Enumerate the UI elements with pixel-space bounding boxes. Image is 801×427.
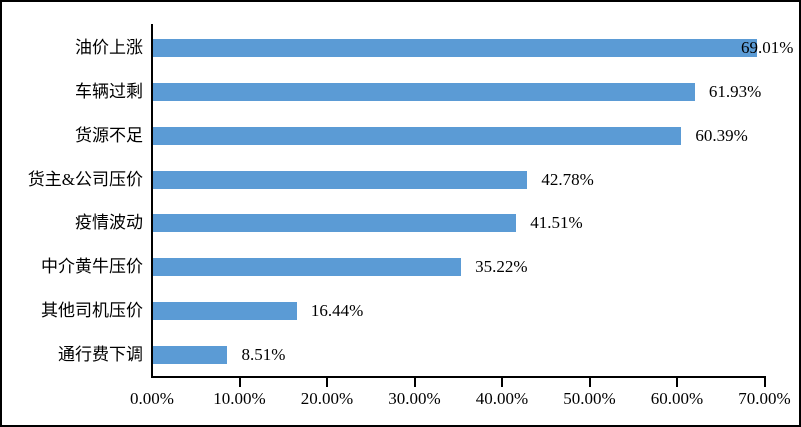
- category-label: 货源不足: [75, 125, 143, 145]
- value-label: 61.93%: [708, 81, 762, 101]
- value-label: 41.51%: [530, 213, 583, 233]
- x-axis-tick: [238, 378, 241, 387]
- x-axis-tick: [588, 378, 591, 387]
- x-axis-tick: [413, 378, 416, 387]
- category-label: 通行费下调: [58, 345, 143, 365]
- x-axis-tick-label: 0.00%: [130, 389, 174, 408]
- x-axis-line: [151, 376, 766, 378]
- category-label: 车辆过剩: [75, 81, 143, 101]
- value-label: 42.78%: [541, 169, 594, 189]
- value-label: 69.01%: [741, 37, 794, 57]
- bar: [153, 302, 297, 321]
- bar: [153, 214, 517, 233]
- category-label: 中介黄牛压价: [41, 257, 143, 277]
- x-axis-tick-label: 20.00%: [300, 389, 354, 408]
- category-label: 货主&公司压价: [27, 169, 143, 189]
- x-axis-tick-label: 60.00%: [650, 389, 704, 408]
- y-axis-line: [151, 24, 153, 378]
- value-label: 60.39%: [695, 125, 748, 145]
- category-label: 其他司机压价: [41, 301, 143, 321]
- x-axis-tick-label: 10.00%: [213, 389, 266, 408]
- bar: [153, 346, 228, 365]
- value-label: 8.51%: [241, 345, 286, 365]
- x-axis-tick: [676, 378, 678, 387]
- x-axis-tick: [501, 378, 503, 387]
- value-label: 35.22%: [475, 257, 528, 277]
- bar: [153, 126, 682, 145]
- x-axis-tick: [326, 378, 328, 387]
- x-axis-tick-label: 50.00%: [563, 389, 616, 408]
- x-axis-tick-label: 40.00%: [475, 389, 529, 408]
- bar: [153, 258, 462, 277]
- bar: [153, 38, 757, 57]
- bar: [153, 170, 528, 189]
- category-label: 油价上涨: [75, 37, 143, 57]
- value-label: 16.44%: [310, 301, 364, 321]
- x-axis-tick-label: 30.00%: [388, 389, 441, 408]
- bar: [153, 82, 695, 101]
- category-label: 疫情波动: [75, 213, 143, 233]
- x-axis-tick-label: 70.00%: [738, 389, 791, 408]
- x-axis-tick: [763, 378, 766, 387]
